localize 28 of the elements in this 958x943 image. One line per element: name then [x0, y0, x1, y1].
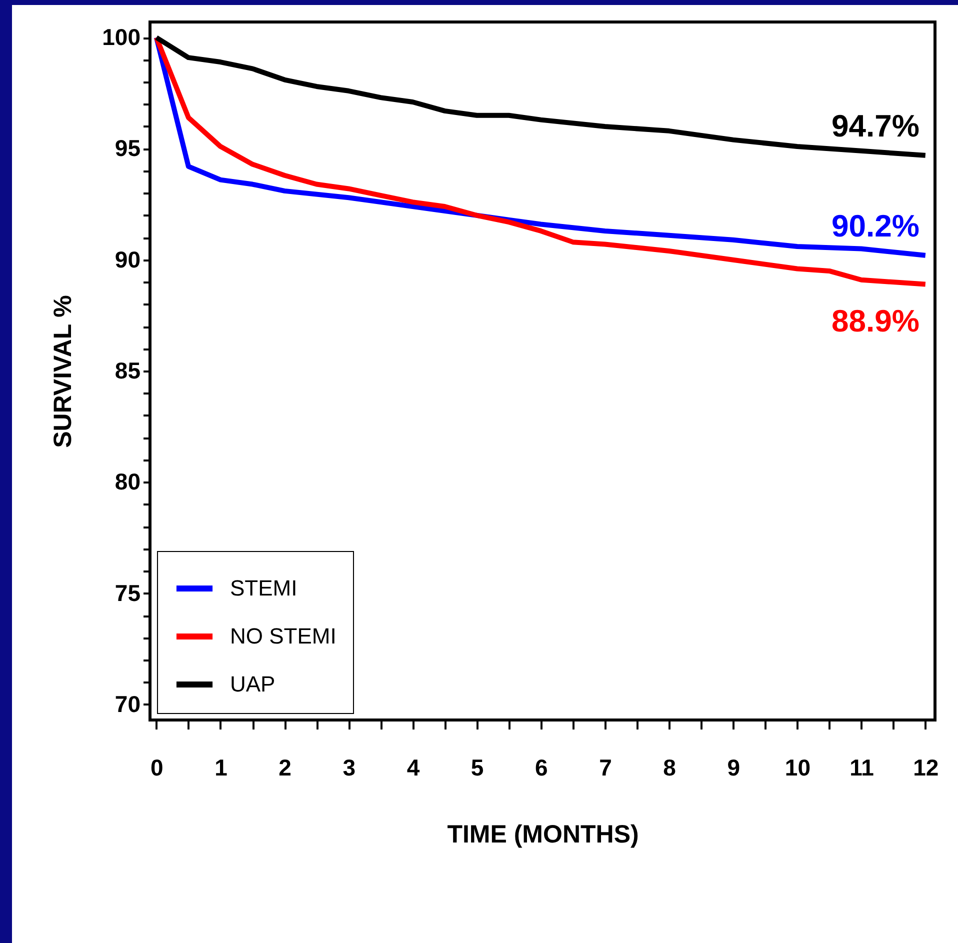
legend-label: UAP	[230, 672, 276, 696]
x-axis-title: TIME (MONTHS)	[447, 820, 639, 848]
y-tick-label: 85	[114, 358, 141, 384]
x-tick-label: 8	[663, 754, 676, 780]
y-tick-label: 95	[114, 135, 141, 162]
y-tick-label: 90	[114, 246, 140, 272]
annotation: 94.7%	[831, 108, 920, 144]
x-tick-label: 4	[406, 754, 420, 780]
x-tick-label: 7	[599, 754, 612, 780]
y-tick-label: 100	[102, 24, 140, 50]
annotation: 88.9%	[831, 303, 920, 338]
y-tick-label: 80	[114, 468, 140, 495]
x-tick-label: 12	[913, 754, 939, 780]
annotation: 90.2%	[831, 208, 920, 244]
x-tick-label: 3	[342, 754, 356, 780]
y-tick-label: 75	[114, 580, 141, 606]
x-tick-label: 1	[214, 754, 228, 780]
x-tick-label: 0	[150, 754, 164, 780]
x-tick-label: 6	[535, 754, 548, 780]
x-tick-label: 9	[727, 754, 740, 780]
legend-label: NO STEMI	[230, 624, 336, 648]
x-tick-label: 2	[278, 754, 292, 780]
x-tick-label: 10	[784, 754, 811, 780]
legend-label: STEMI	[230, 576, 298, 600]
x-tick-label: 5	[470, 754, 484, 780]
y-axis-title: SURVIVAL %	[49, 295, 78, 448]
x-tick-label: 11	[850, 754, 874, 780]
y-tick-label: 70	[114, 690, 140, 717]
